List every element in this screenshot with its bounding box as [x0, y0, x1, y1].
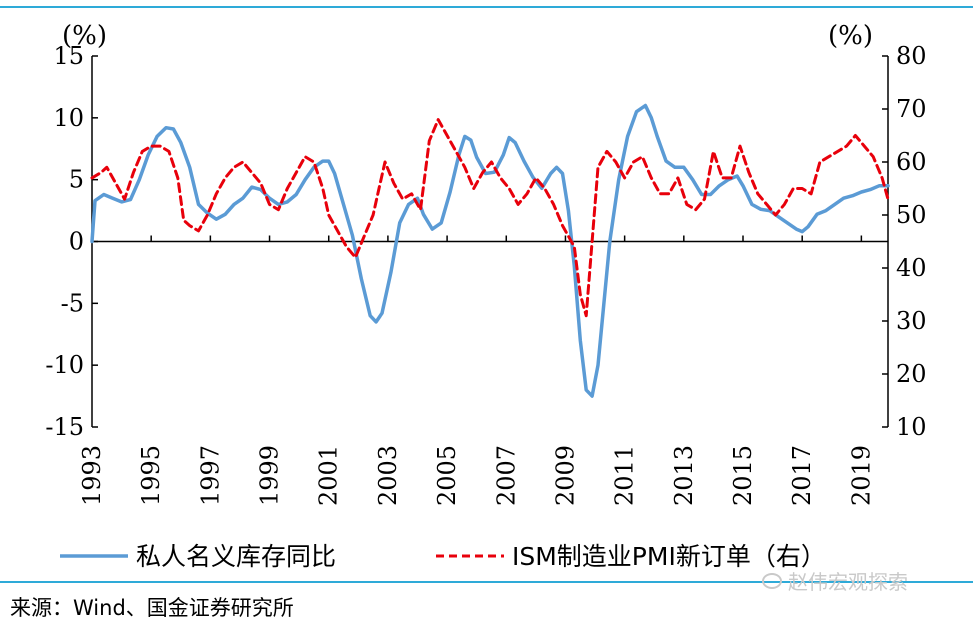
- x-tick-label: 2009: [551, 445, 579, 506]
- legend: 私人名义库存同比 ISM制造业PMI新订单（右）: [60, 542, 826, 571]
- bottom-rule: [0, 581, 973, 583]
- right-tick-label: 40: [896, 254, 927, 282]
- left-axis: 15 10 5 0 -5 -10 -15: [45, 42, 98, 441]
- x-tick-label: 2013: [670, 445, 698, 506]
- x-tick-label: 2003: [374, 445, 402, 506]
- right-tick-label: 10: [896, 413, 927, 441]
- right-axis: 80 70 60 50 40 30 20 10: [882, 42, 927, 441]
- right-tick-label: 70: [896, 95, 927, 123]
- top-rule: [0, 6, 973, 8]
- watermark: 赵伟宏观探索: [762, 566, 908, 595]
- x-tick-label: 1999: [256, 445, 284, 506]
- left-tick-label: 10: [53, 104, 84, 132]
- series-lines: [90, 103, 890, 398]
- x-tick-label: 2015: [729, 445, 757, 506]
- ism-pmi-new-orders-line: [90, 118, 890, 318]
- right-axis-unit: (%): [828, 21, 873, 51]
- right-tick-label: 50: [896, 201, 927, 229]
- left-tick-label: 5: [69, 166, 84, 194]
- x-tick-label: 2005: [433, 445, 461, 506]
- legend-label-inventory: 私人名义库存同比: [136, 542, 336, 571]
- left-tick-label: -5: [61, 289, 84, 317]
- x-axis: 1993 1995 1997 1999 2001 2003 2005 2007 2009 2011…: [78, 235, 875, 506]
- x-tick-label: 2007: [492, 445, 520, 506]
- left-tick-label: -10: [45, 351, 84, 379]
- left-axis-unit: (%): [62, 21, 107, 51]
- watermark-text: 赵伟宏观探索: [788, 570, 908, 594]
- x-tick-label: 2011: [611, 445, 639, 506]
- left-tick-label: -15: [45, 413, 84, 441]
- right-tick-label: 60: [896, 148, 927, 176]
- private-inventory-yoy-line: [90, 103, 890, 398]
- wechat-icon: [762, 572, 782, 589]
- x-tick-label: 2017: [788, 445, 816, 506]
- right-tick-label: 80: [896, 42, 927, 70]
- x-tick-label: 2019: [847, 445, 875, 506]
- axes-frame: [91, 56, 889, 427]
- source-note: 来源：Wind、国金证券研究所: [10, 596, 294, 620]
- legend-label-ism: ISM制造业PMI新订单（右）: [512, 542, 826, 571]
- right-tick-label: 20: [896, 360, 927, 388]
- x-tick-label: 1993: [78, 445, 106, 506]
- right-tick-label: 30: [896, 307, 927, 335]
- left-tick-label: 15: [53, 42, 84, 70]
- left-tick-label: 0: [69, 228, 84, 256]
- x-tick-label: 1997: [196, 445, 224, 506]
- x-tick-label: 1995: [137, 445, 165, 506]
- x-tick-label: 2001: [315, 445, 343, 506]
